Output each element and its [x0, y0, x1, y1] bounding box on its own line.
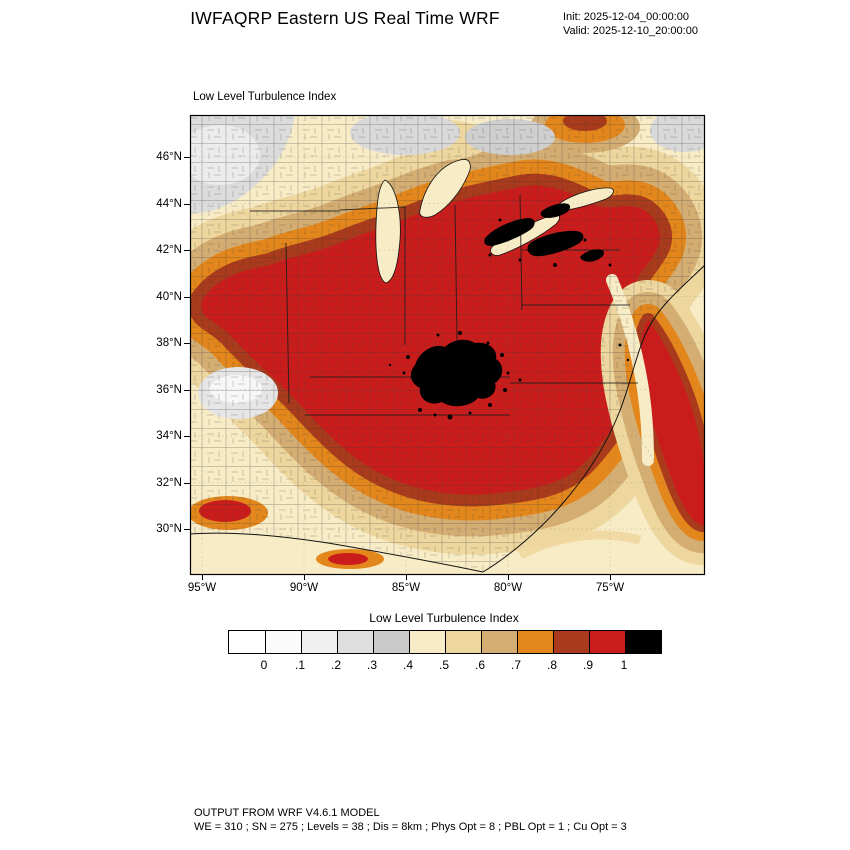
colorbar-box [625, 631, 661, 653]
page-title: IWFAQRP Eastern US Real Time WRF [190, 8, 500, 28]
footer-line2: WE = 310 ; SN = 275 ; Levels = 38 ; Dis … [194, 821, 627, 833]
colorbar-tick: .4 [402, 658, 413, 672]
colorbar-title: Low Level Turbulence Index [369, 611, 519, 625]
lat-tick-label: 32°N [142, 476, 190, 490]
lon-tick-label: 85°W [386, 574, 426, 595]
colorbar-box [373, 631, 409, 653]
extreme-turbulence-areas [388, 203, 630, 420]
colorbar-tick: .8 [546, 658, 557, 672]
colorbar-box [301, 631, 337, 653]
lat-tick-label: 38°N [142, 336, 190, 350]
colorbar-tick: 0 [260, 658, 268, 672]
valid-time: Valid: 2025-12-10_20:00:00 [563, 25, 698, 37]
lat-tick-label: 46°N [142, 150, 190, 164]
lon-tick-label: 90°W [284, 574, 324, 595]
lon-tick-label: 95°W [182, 574, 222, 595]
colorbar-box [553, 631, 589, 653]
map-panel-label: Low Level Turbulence Index [193, 91, 337, 103]
lat-tick-label: 36°N [142, 383, 190, 397]
colorbar-box [229, 631, 265, 653]
map-frame [189, 114, 706, 576]
lon-tick-label: 75°W [590, 574, 630, 595]
colorbar-tick-labels: 0 .1 .2 .3 .4 .5 .6 .7 .8 .9 1 [228, 658, 642, 672]
colorbar-tick: 1 [620, 658, 628, 672]
colorbar-boxes [228, 630, 662, 654]
map-area: 46°N 44°N 42°N 40°N 38°N 36°N 34°N 32°N 30°N 95°W… [156, 114, 706, 594]
colorbar-tick: .2 [330, 658, 341, 672]
lat-tick-label: 42°N [142, 243, 190, 257]
run-info: Init: 2025-12-04_00:00:00 Valid: 2025-12… [563, 10, 698, 38]
lat-tick-label: 30°N [142, 522, 190, 536]
colorbar-box [481, 631, 517, 653]
colorbar-tick: .1 [294, 658, 305, 672]
colorbar-box [589, 631, 625, 653]
colorbar-tick: .3 [366, 658, 377, 672]
colorbar-box [409, 631, 445, 653]
colorbar-tick: .9 [582, 658, 593, 672]
init-time: Init: 2025-12-04_00:00:00 [563, 11, 689, 23]
colorbar-box [517, 631, 553, 653]
lon-tick-label: 80°W [488, 574, 528, 595]
coastline [190, 264, 705, 573]
colorbar-tick: .7 [510, 658, 521, 672]
great-lakes [375, 158, 614, 284]
turbulence-map-svg [189, 114, 706, 576]
colorbar-box [265, 631, 301, 653]
lat-tick-label: 44°N [142, 197, 190, 211]
lat-tick-label: 40°N [142, 290, 190, 304]
colorbar-box [337, 631, 373, 653]
lat-tick-label: 34°N [142, 429, 190, 443]
footer-notes: OUTPUT FROM WRF V4.6.1 MODEL WE = 310 ; … [194, 806, 627, 834]
footer-line1: OUTPUT FROM WRF V4.6.1 MODEL [194, 807, 380, 819]
colorbar-tick: .6 [474, 658, 485, 672]
colorbar-box [445, 631, 481, 653]
colorbar-tick: .5 [438, 658, 449, 672]
